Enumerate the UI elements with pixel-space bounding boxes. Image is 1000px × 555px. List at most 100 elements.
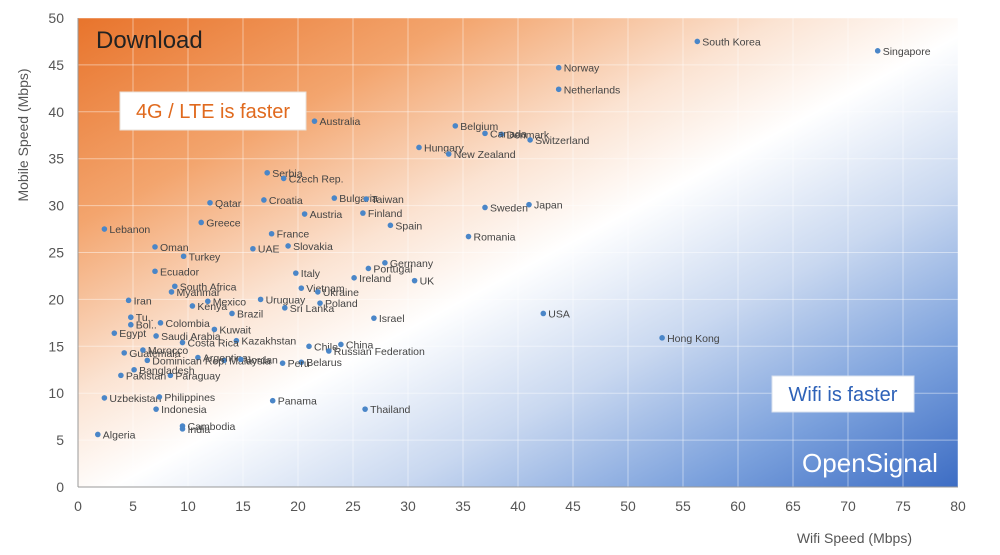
data-point-label: Croatia xyxy=(269,195,303,207)
y-tick-label: 40 xyxy=(48,104,64,120)
data-point-label: Saudi Arabia xyxy=(161,331,221,343)
data-point xyxy=(694,38,701,45)
data-point xyxy=(157,320,164,326)
data-point xyxy=(280,175,287,182)
data-point-label: Serbia xyxy=(272,168,303,180)
data-point-label: Algeria xyxy=(103,429,136,441)
x-tick-label: 35 xyxy=(455,498,471,514)
data-point-label: Colombia xyxy=(166,318,211,330)
data-point xyxy=(285,243,291,249)
data-point xyxy=(371,315,377,321)
x-tick-label: 20 xyxy=(290,498,306,514)
data-point xyxy=(482,204,488,211)
data-point xyxy=(140,347,146,353)
x-tick-label: 45 xyxy=(565,498,581,514)
data-point-label: Philippines xyxy=(164,392,215,404)
data-point-label: UAE xyxy=(258,244,280,256)
data-point xyxy=(198,219,204,226)
data-point xyxy=(144,357,151,364)
data-point xyxy=(298,285,305,291)
data-point-label: Taiwan xyxy=(371,194,404,206)
data-point xyxy=(363,196,370,202)
data-point-label: Austria xyxy=(310,209,343,221)
data-point-label: Cambodia xyxy=(188,421,236,433)
data-point-label: Panama xyxy=(278,396,317,408)
data-point xyxy=(362,406,368,412)
data-point-label: Australia xyxy=(320,116,361,128)
x-tick-label: 5 xyxy=(129,498,137,514)
data-point xyxy=(282,305,288,311)
data-point xyxy=(659,335,665,341)
data-point-label: Peru xyxy=(288,358,310,370)
data-point xyxy=(156,394,163,400)
x-tick-label: 75 xyxy=(895,498,911,514)
data-point xyxy=(207,199,213,206)
data-point-label: Finland xyxy=(368,208,403,220)
x-tick-label: 80 xyxy=(950,498,966,514)
data-point-label: Hungary xyxy=(424,142,464,154)
data-point-label: Thailand xyxy=(370,404,410,416)
data-point-label: Bol.. xyxy=(136,320,157,332)
data-point xyxy=(411,277,418,284)
data-point-label: Poland xyxy=(325,298,358,310)
brand-logo: OpenSignal xyxy=(802,448,938,478)
data-point xyxy=(95,431,101,438)
data-point-label: Qatar xyxy=(215,198,242,210)
data-point xyxy=(179,426,186,432)
lte-annotation-box xyxy=(119,91,307,131)
data-point-label: Romania xyxy=(474,232,516,244)
data-point xyxy=(555,64,562,71)
data-point xyxy=(167,372,174,379)
data-point xyxy=(326,348,332,354)
data-point-label: Turkey xyxy=(189,251,221,263)
y-tick-label: 20 xyxy=(48,291,64,307)
data-point-label: Norway xyxy=(564,63,600,75)
data-point xyxy=(306,343,312,350)
data-point xyxy=(279,360,286,366)
y-tick-label: 30 xyxy=(48,198,64,214)
data-point xyxy=(360,210,366,216)
data-point-label: Paraguay xyxy=(175,370,221,382)
data-point-label: Ireland xyxy=(359,273,391,285)
x-tick-label: 40 xyxy=(510,498,526,514)
data-point-label: France xyxy=(277,229,310,241)
data-point xyxy=(152,268,158,275)
y-tick-label: 15 xyxy=(48,338,64,354)
data-point-label: India xyxy=(188,424,211,436)
data-point xyxy=(101,395,108,401)
y-tick-label: 50 xyxy=(48,10,64,26)
axis-ticks: 0 5 10 15 20 25 30 35 40 45 50 0 5 10 15 20 25 30 35 40 45 50… xyxy=(48,10,966,514)
data-point-label: Hong Kong xyxy=(667,333,720,345)
x-tick-label: 25 xyxy=(345,498,361,514)
data-point-label: Spain xyxy=(395,220,422,232)
data-point xyxy=(172,283,178,290)
data-point xyxy=(387,222,394,229)
data-point-label: Uzbekistan xyxy=(109,393,161,405)
data-point xyxy=(452,123,459,129)
data-point xyxy=(111,330,118,336)
data-point xyxy=(482,130,488,137)
data-point xyxy=(229,310,235,317)
data-point-label: Israel xyxy=(379,313,405,325)
data-point xyxy=(118,372,124,379)
data-point xyxy=(238,356,244,363)
x-tick-label: 50 xyxy=(620,498,636,514)
data-point xyxy=(498,131,505,138)
data-point-label: Switzerland xyxy=(535,135,589,147)
data-point-label: Mexico xyxy=(213,296,246,308)
data-point xyxy=(874,48,881,54)
data-point-label: Ukraine xyxy=(323,287,359,299)
data-point xyxy=(257,296,264,303)
data-point xyxy=(268,230,275,237)
y-tick-label: 25 xyxy=(48,245,64,261)
data-points: South Korea Singapore Norway Netherlands Aus… xyxy=(95,36,931,441)
data-point xyxy=(269,397,276,404)
data-point xyxy=(526,201,532,208)
data-point-label: Russian Federation xyxy=(334,346,425,358)
chart-title: Download xyxy=(96,27,203,54)
data-point-label: Slovakia xyxy=(293,241,333,253)
data-point xyxy=(331,195,338,201)
data-point xyxy=(125,297,132,304)
data-point xyxy=(264,169,271,176)
data-point-label: Tu.. xyxy=(136,312,154,324)
